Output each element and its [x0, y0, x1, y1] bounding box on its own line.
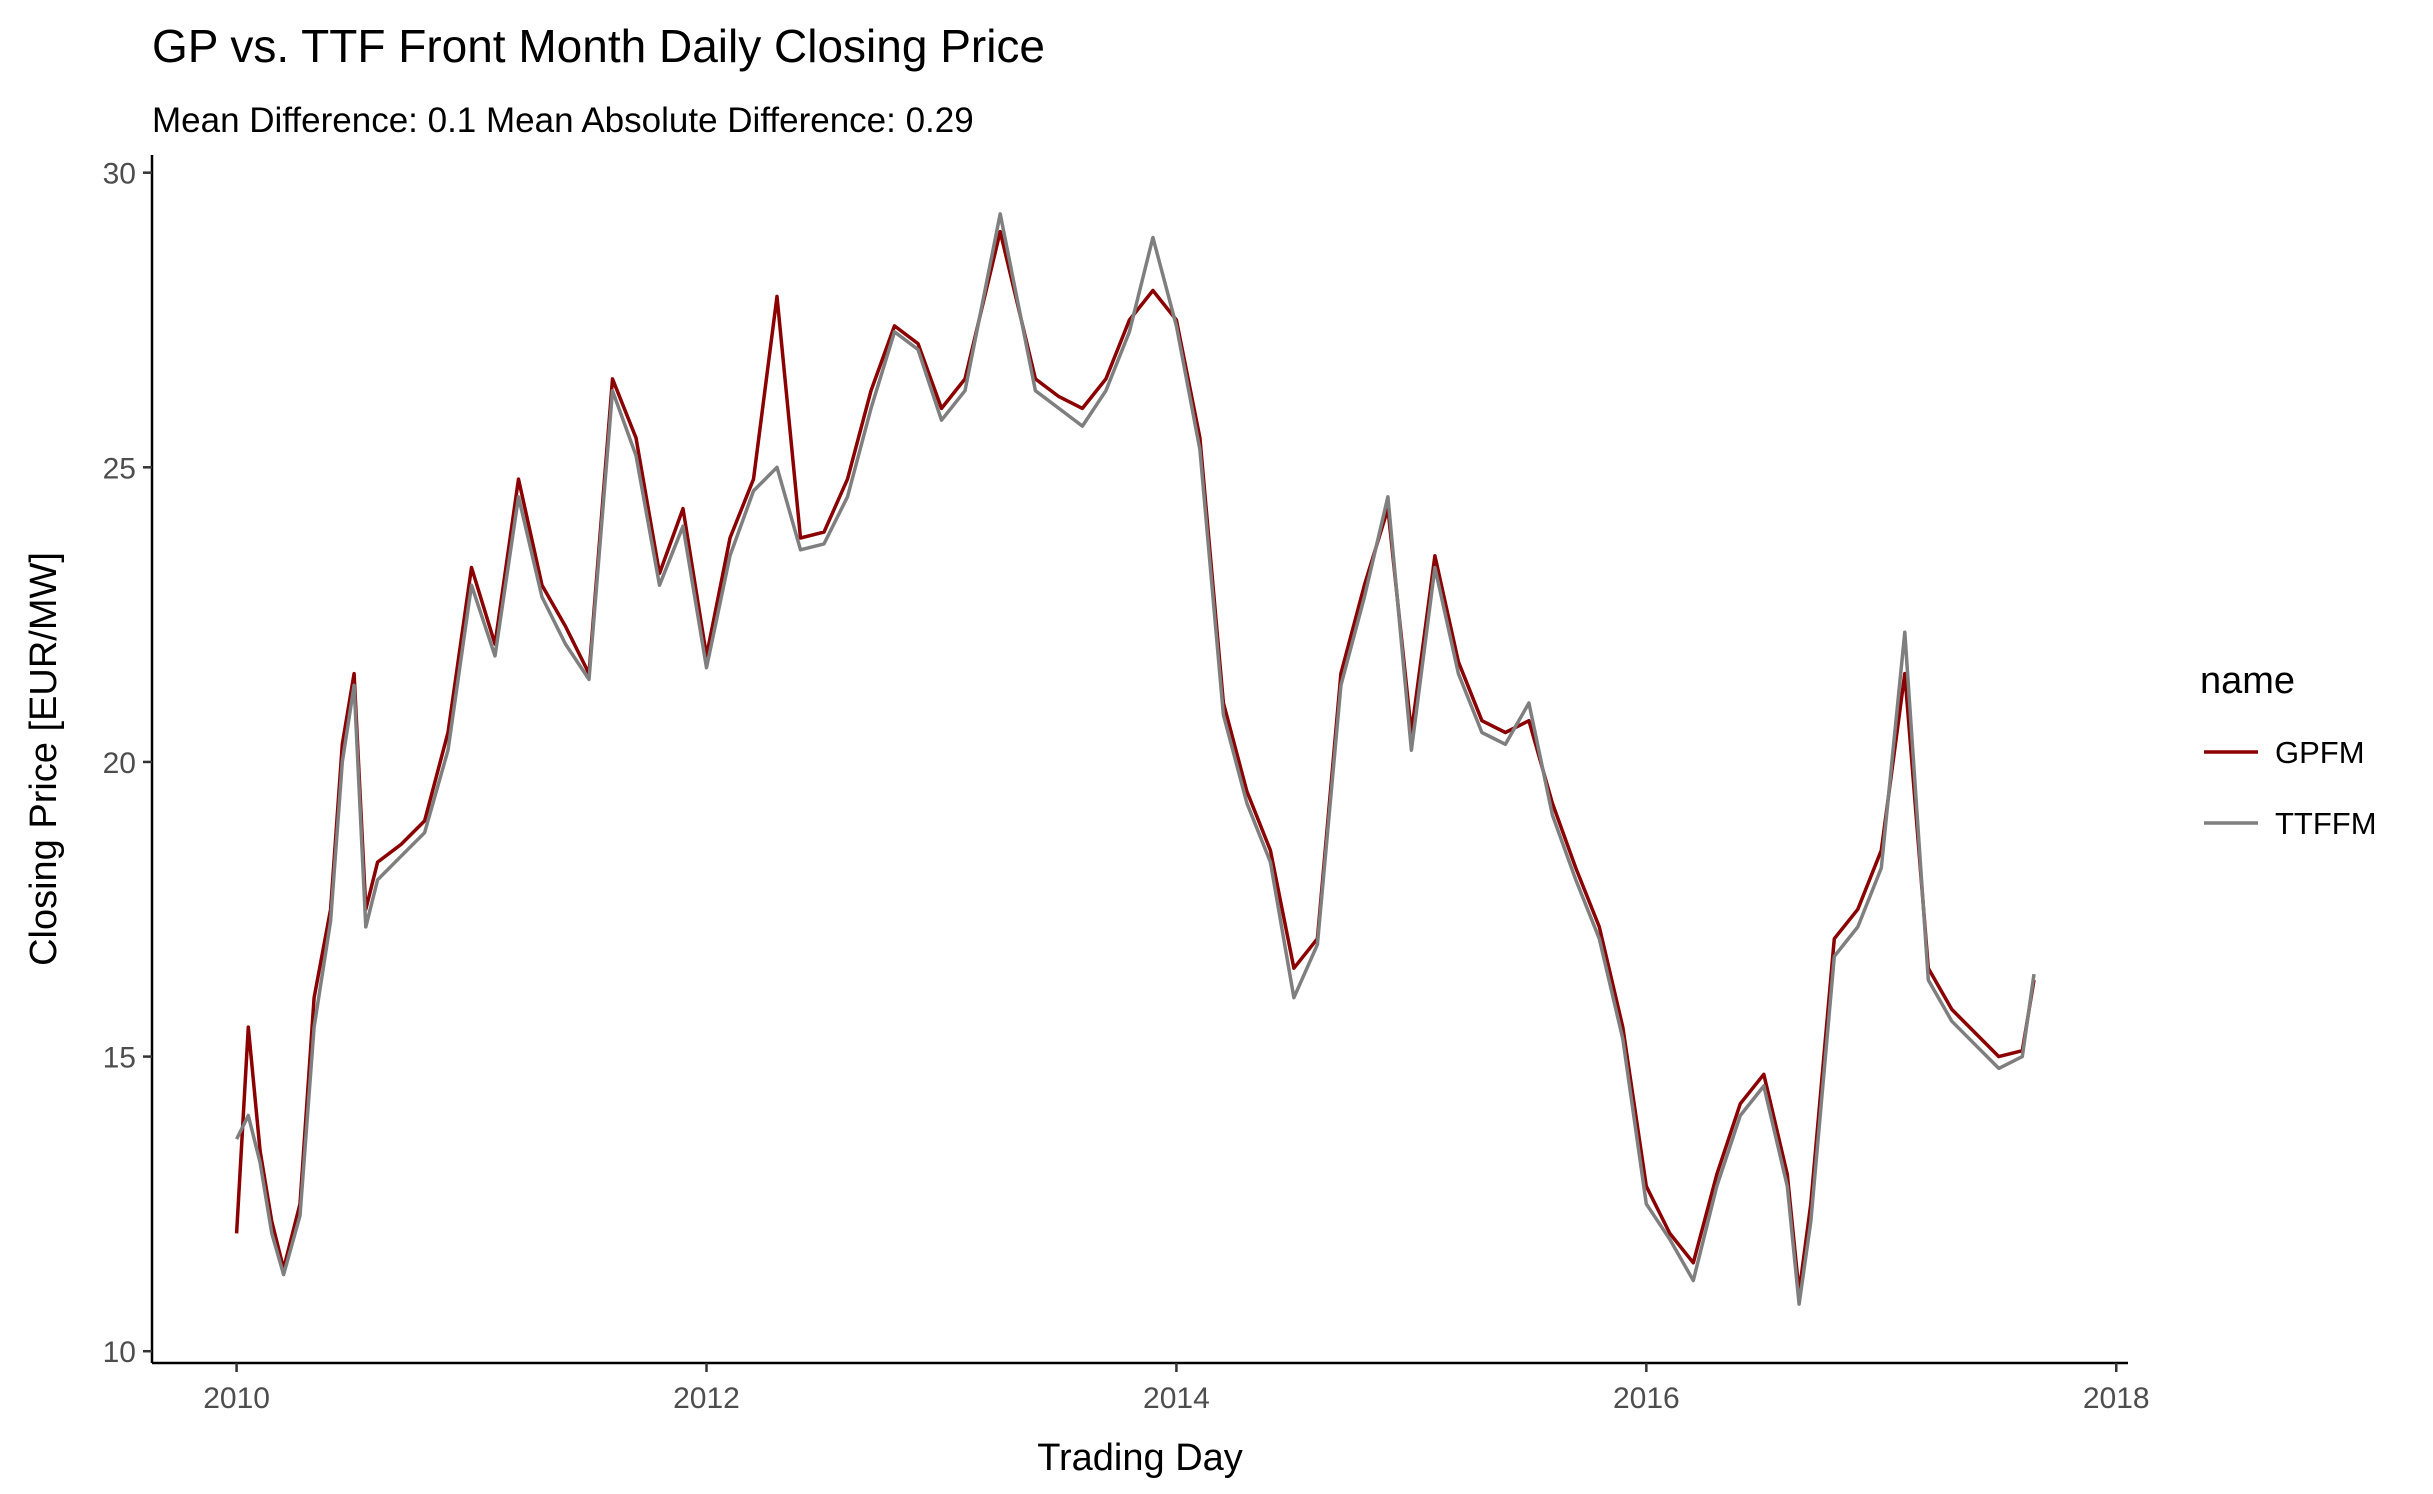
x-tick-label: 2014 [1143, 1382, 1210, 1415]
x-tick-label: 2012 [673, 1382, 740, 1415]
chart-title: GP vs. TTF Front Month Daily Closing Pri… [152, 20, 1045, 72]
series-layer [234, 212, 2036, 1306]
series-line-ttffm [235, 212, 2036, 1306]
legend-label-ttffm: TTFFM [2275, 806, 2377, 841]
chart-subtitle: Mean Difference: 0.1 Mean Absolute Diffe… [152, 101, 974, 140]
x-tick-label: 2018 [2083, 1382, 2150, 1415]
legend: name GPFM TTFFM [2200, 660, 2377, 841]
x-axis-title: Trading Day [1037, 1437, 1243, 1479]
series-line-gpfm [234, 229, 2036, 1295]
x-tick-label: 2010 [203, 1382, 270, 1415]
y-tick-label: 15 [103, 1042, 136, 1075]
y-ticks: 10 15 20 25 30 [103, 158, 152, 1369]
y-tick-label: 30 [103, 158, 136, 191]
y-tick-label: 25 [103, 452, 136, 485]
y-axis-title: Closing Price [EUR/MW] [23, 552, 65, 966]
y-tick-label: 20 [103, 747, 136, 780]
x-tick-label: 2016 [1613, 1382, 1680, 1415]
legend-label-gpfm: GPFM [2275, 735, 2365, 770]
x-ticks: 2010 2012 2014 2016 2018 [203, 1363, 2150, 1415]
legend-title: name [2200, 660, 2295, 702]
y-tick-label: 10 [103, 1336, 136, 1369]
